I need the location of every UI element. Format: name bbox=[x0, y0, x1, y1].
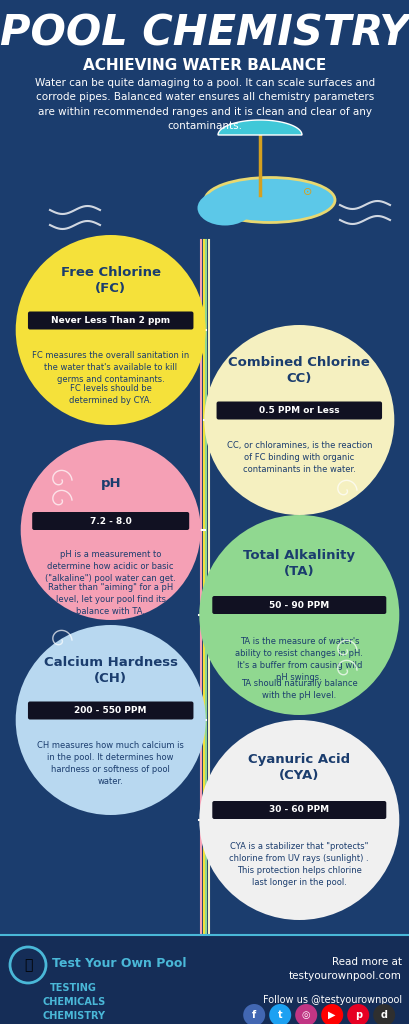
Circle shape bbox=[294, 1004, 317, 1024]
Text: Total Alkalinity
(TA): Total Alkalinity (TA) bbox=[243, 549, 355, 578]
Text: ◎: ◎ bbox=[301, 1010, 310, 1020]
Circle shape bbox=[16, 625, 205, 815]
Text: FC measures the overall sanitation in
the water that's available to kill
germs a: FC measures the overall sanitation in th… bbox=[32, 351, 189, 384]
Ellipse shape bbox=[197, 190, 252, 225]
Circle shape bbox=[372, 1004, 394, 1024]
Text: TESTING: TESTING bbox=[50, 983, 97, 993]
Text: Never Less Than 2 ppm: Never Less Than 2 ppm bbox=[51, 316, 170, 325]
Text: pH: pH bbox=[100, 477, 121, 489]
Text: This protection helps chlorine
last longer in the pool.: This protection helps chlorine last long… bbox=[236, 866, 361, 887]
Circle shape bbox=[346, 1004, 368, 1024]
Text: TA should naturally balance
with the pH level.: TA should naturally balance with the pH … bbox=[240, 679, 357, 700]
Circle shape bbox=[16, 234, 205, 425]
Text: CHEMICALS: CHEMICALS bbox=[42, 997, 105, 1007]
Text: Read more at
testyourownpool.com: Read more at testyourownpool.com bbox=[288, 957, 401, 981]
Text: 200 - 550 PPM: 200 - 550 PPM bbox=[74, 706, 146, 715]
Text: 7.2 - 8.0: 7.2 - 8.0 bbox=[90, 516, 131, 525]
Text: Calcium Hardness
(CH): Calcium Hardness (CH) bbox=[44, 656, 177, 685]
Text: pH is a measurement to
determine how acidic or basic
("alkaline") pool water can: pH is a measurement to determine how aci… bbox=[45, 550, 176, 583]
Text: CC, or chloramines, is the reaction
of FC binding with organic
contaminants in t: CC, or chloramines, is the reaction of F… bbox=[226, 441, 371, 474]
Text: d: d bbox=[380, 1010, 387, 1020]
Text: t: t bbox=[277, 1010, 282, 1020]
FancyBboxPatch shape bbox=[212, 801, 385, 819]
Text: Combined Chlorine
CC): Combined Chlorine CC) bbox=[228, 356, 369, 385]
Text: ▶: ▶ bbox=[328, 1010, 335, 1020]
Circle shape bbox=[199, 515, 398, 715]
FancyBboxPatch shape bbox=[212, 596, 385, 614]
FancyBboxPatch shape bbox=[28, 311, 193, 330]
Circle shape bbox=[204, 325, 393, 515]
Text: ⊙: ⊙ bbox=[303, 187, 312, 197]
Text: CH measures how much calcium is
in the pool. It determines how
hardness or softn: CH measures how much calcium is in the p… bbox=[37, 741, 184, 786]
Circle shape bbox=[243, 1004, 265, 1024]
Text: 30 - 60 PPM: 30 - 60 PPM bbox=[269, 806, 328, 814]
FancyBboxPatch shape bbox=[216, 401, 381, 420]
Text: TA is the measure of water's
ability to resist changes in pH.
It's a buffer from: TA is the measure of water's ability to … bbox=[235, 637, 362, 682]
Circle shape bbox=[20, 440, 200, 620]
Circle shape bbox=[269, 1004, 290, 1024]
Text: Rather than "aiming" for a pH
level, let your pool find its
balance with TA.: Rather than "aiming" for a pH level, let… bbox=[48, 583, 173, 616]
Ellipse shape bbox=[204, 177, 334, 222]
Text: 0.5 PPM or Less: 0.5 PPM or Less bbox=[258, 406, 339, 415]
Text: Free Chlorine
(FC): Free Chlorine (FC) bbox=[61, 266, 160, 295]
Polygon shape bbox=[218, 120, 301, 135]
Text: Test Your Own Pool: Test Your Own Pool bbox=[52, 957, 186, 970]
Text: 50 - 90 PPM: 50 - 90 PPM bbox=[269, 600, 328, 609]
Text: f: f bbox=[252, 1010, 256, 1020]
Text: ACHIEVING WATER BALANCE: ACHIEVING WATER BALANCE bbox=[83, 58, 326, 73]
Text: Cyanuric Acid
(CYA): Cyanuric Acid (CYA) bbox=[247, 754, 350, 782]
Text: FC levels should be
determined by CYA.: FC levels should be determined by CYA. bbox=[69, 384, 152, 406]
Text: 🔥: 🔥 bbox=[24, 958, 32, 972]
Text: Follow us @testyourownpool: Follow us @testyourownpool bbox=[262, 995, 401, 1005]
Circle shape bbox=[320, 1004, 342, 1024]
Text: p: p bbox=[354, 1010, 361, 1020]
Text: Water can be quite damaging to a pool. It can scale surfaces and
corrode pipes. : Water can be quite damaging to a pool. I… bbox=[35, 78, 374, 131]
Bar bbox=[0, 935, 409, 1024]
FancyBboxPatch shape bbox=[28, 701, 193, 720]
Circle shape bbox=[199, 720, 398, 920]
Text: CYA is a stabilizer that "protects"
chlorine from UV rays (sunlight) .: CYA is a stabilizer that "protects" chlo… bbox=[229, 842, 368, 863]
Text: POOL CHEMISTRY: POOL CHEMISTRY bbox=[0, 12, 409, 54]
Text: CHEMISTRY: CHEMISTRY bbox=[42, 1011, 105, 1021]
FancyBboxPatch shape bbox=[32, 512, 189, 530]
